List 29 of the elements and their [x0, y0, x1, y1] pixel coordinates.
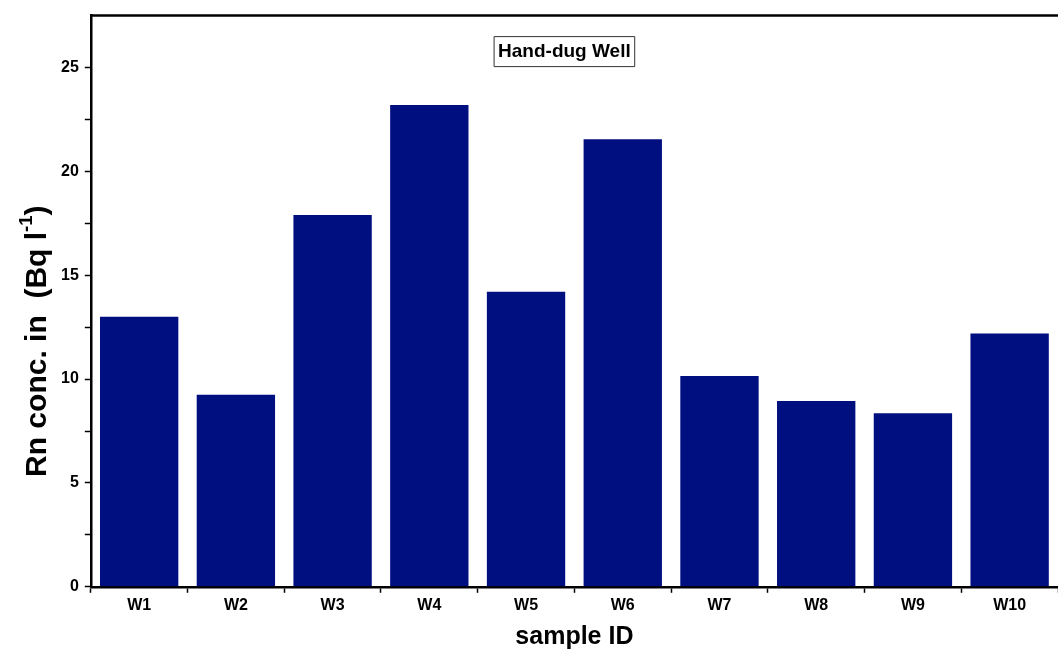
x-tick-label: W4	[417, 595, 442, 613]
x-tick-label: W6	[610, 595, 635, 613]
bar	[777, 400, 856, 587]
y-tick-label: 15	[61, 265, 79, 283]
bar	[390, 104, 469, 587]
bar	[486, 291, 566, 587]
y-tick-label: 25	[61, 57, 79, 75]
y-tick-label: 10	[61, 369, 79, 387]
y-tick-label: 20	[61, 161, 79, 179]
text: Hand-dug Well	[498, 39, 631, 61]
y-tick-label: 0	[69, 577, 79, 595]
bar	[873, 413, 953, 587]
bar	[680, 375, 759, 587]
bar	[970, 333, 1049, 587]
bar	[196, 394, 276, 587]
x-tick-label: W7	[707, 595, 732, 613]
x-tick-label: W3	[320, 595, 345, 613]
y-axis-title: Rn conc. in (Bq l-1)	[14, 205, 53, 477]
x-tick-label: W1	[127, 595, 152, 613]
bar	[293, 215, 372, 587]
x-axis-title: sample ID	[515, 620, 634, 649]
x-tick-label: W8	[804, 595, 829, 613]
bar	[99, 316, 179, 587]
y-tick-label: 5	[69, 473, 79, 491]
x-tick-label: W5	[514, 595, 539, 613]
bar	[583, 139, 662, 587]
x-tick-label: W9	[900, 595, 926, 613]
x-tick-label: W10	[993, 595, 1027, 613]
x-tick-label: W2	[223, 595, 248, 613]
